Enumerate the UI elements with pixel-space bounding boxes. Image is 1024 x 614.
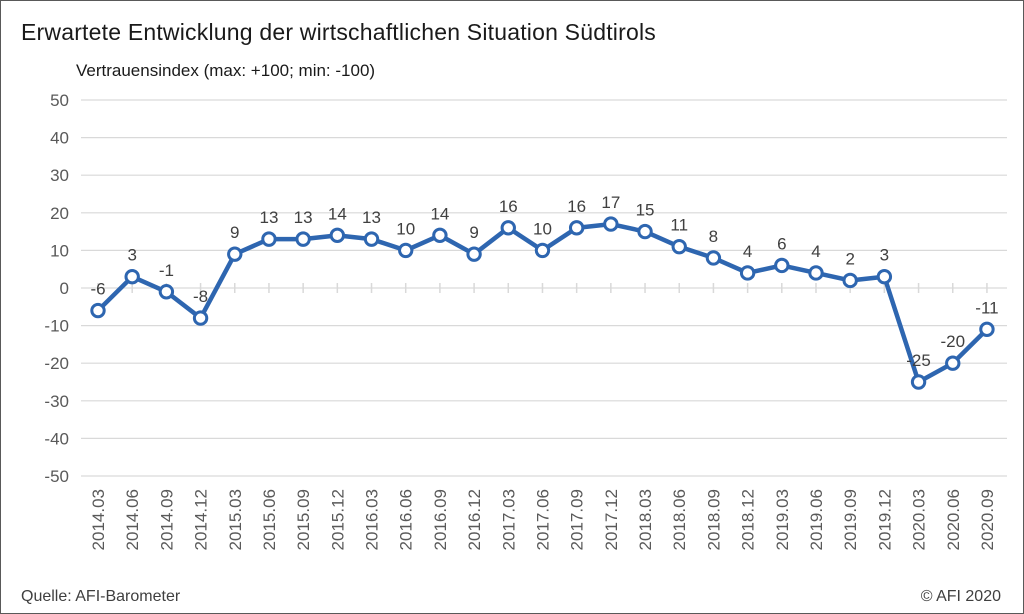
data-label: 10 bbox=[396, 219, 415, 238]
x-axis-tick-label: 2014.03 bbox=[89, 489, 108, 550]
copyright-note: © AFI 2020 bbox=[920, 588, 1001, 605]
x-axis-tick-label: 2016.09 bbox=[431, 489, 450, 550]
data-label: 11 bbox=[670, 216, 688, 235]
data-label: 3 bbox=[880, 246, 889, 265]
y-axis-tick-label: 20 bbox=[50, 204, 69, 223]
chart-title: Erwartete Entwicklung der wirtschaftlich… bbox=[21, 19, 656, 45]
data-label: 14 bbox=[328, 204, 347, 223]
data-point-marker bbox=[363, 231, 380, 247]
data-label: 8 bbox=[709, 227, 718, 246]
y-axis-tick-label: -40 bbox=[44, 429, 69, 448]
x-axis-tick-label: 2016.03 bbox=[363, 489, 382, 550]
data-label: 16 bbox=[499, 197, 518, 216]
data-point-marker bbox=[808, 265, 824, 281]
data-label: 4 bbox=[743, 242, 752, 261]
data-label: 3 bbox=[127, 246, 136, 265]
data-point-marker bbox=[192, 310, 209, 326]
x-axis-tick-label: 2017.09 bbox=[568, 489, 587, 550]
data-point-marker bbox=[979, 321, 995, 338]
data-point-marker bbox=[910, 374, 927, 390]
data-label: -11 bbox=[975, 298, 998, 317]
x-axis-tick-label: 2016.12 bbox=[465, 489, 484, 550]
x-axis-tick-label: 2015.09 bbox=[294, 489, 313, 550]
data-point-marker bbox=[739, 265, 756, 281]
y-axis-tick-label: 0 bbox=[60, 279, 69, 298]
x-axis-tick-label: 2015.06 bbox=[260, 489, 279, 550]
data-point-marker bbox=[603, 216, 619, 232]
data-point-marker bbox=[227, 246, 243, 262]
data-point-marker bbox=[568, 220, 585, 236]
x-axis-tick-label: 2017.03 bbox=[499, 489, 518, 550]
data-point-marker bbox=[466, 246, 482, 262]
data-label: 6 bbox=[777, 234, 786, 253]
y-axis-tick-label: 50 bbox=[50, 91, 69, 110]
x-axis-tick-label: 2019.09 bbox=[841, 489, 860, 550]
y-axis-tick-label: -30 bbox=[44, 392, 69, 411]
x-axis-tick-label: 2017.06 bbox=[533, 489, 552, 550]
y-axis-tick-label: -20 bbox=[44, 354, 69, 373]
x-axis-tick-label: 2016.06 bbox=[397, 489, 416, 550]
data-point-marker bbox=[876, 269, 893, 285]
x-axis-tick-label: 2014.12 bbox=[192, 489, 211, 550]
chart-subtitle: Vertrauensindex (max: +100; min: -100) bbox=[76, 61, 376, 80]
data-label: -6 bbox=[90, 280, 105, 299]
x-axis-tick-label: 2020.09 bbox=[978, 489, 997, 550]
data-label: 4 bbox=[811, 242, 820, 261]
x-axis-tick-label: 2014.06 bbox=[123, 489, 142, 550]
data-point-marker bbox=[432, 227, 448, 244]
x-axis-tick-label: 2019.03 bbox=[773, 489, 792, 550]
x-axis-tick-label: 2018.06 bbox=[670, 489, 689, 550]
data-point-marker bbox=[671, 238, 687, 255]
data-label: 17 bbox=[601, 193, 620, 212]
x-axis-tick-label: 2019.12 bbox=[875, 489, 894, 550]
data-label: 13 bbox=[259, 208, 278, 227]
data-label: 10 bbox=[533, 219, 552, 238]
data-label: 13 bbox=[294, 208, 313, 227]
data-point-marker bbox=[158, 284, 175, 300]
data-point-marker bbox=[842, 272, 858, 289]
x-axis-tick-label: 2015.12 bbox=[328, 489, 347, 550]
data-label: 15 bbox=[636, 201, 655, 220]
x-axis-tick-label: 2015.03 bbox=[226, 489, 245, 550]
y-axis-tick-label: 30 bbox=[50, 166, 69, 185]
y-axis-tick-label: -50 bbox=[44, 467, 69, 486]
data-label: -20 bbox=[940, 332, 965, 351]
y-axis-tick-label: 10 bbox=[50, 241, 69, 260]
data-point-marker bbox=[637, 223, 653, 240]
data-label: 9 bbox=[469, 223, 478, 242]
x-axis-tick-label: 2014.09 bbox=[157, 489, 176, 550]
data-label: -25 bbox=[906, 351, 931, 370]
data-point-marker bbox=[774, 257, 790, 274]
data-label: 14 bbox=[430, 204, 449, 223]
data-label: -1 bbox=[159, 261, 174, 280]
data-point-marker bbox=[329, 227, 346, 244]
x-axis-tick-label: 2018.12 bbox=[739, 489, 758, 550]
source-note: Quelle: AFI-Barometer bbox=[21, 588, 181, 605]
data-point-marker bbox=[705, 250, 722, 266]
x-axis-tick-label: 2017.12 bbox=[602, 489, 621, 550]
data-label: -8 bbox=[193, 287, 208, 306]
data-label: 9 bbox=[230, 223, 239, 242]
data-label: 2 bbox=[845, 249, 854, 268]
y-axis-tick-label: -10 bbox=[44, 317, 69, 336]
data-point-marker bbox=[945, 355, 961, 371]
data-point-marker bbox=[500, 220, 516, 236]
data-point-marker bbox=[398, 242, 414, 259]
data-label: 13 bbox=[362, 208, 381, 227]
data-point-marker bbox=[261, 231, 277, 247]
x-axis-tick-label: 2020.03 bbox=[910, 489, 929, 550]
data-label: 16 bbox=[567, 197, 586, 216]
x-axis-tick-label: 2020.06 bbox=[944, 489, 963, 550]
data-point-marker bbox=[124, 269, 140, 285]
data-point-marker bbox=[90, 302, 106, 319]
x-axis-tick-label: 2018.03 bbox=[636, 489, 655, 550]
data-point-marker bbox=[295, 231, 311, 247]
data-point-marker bbox=[534, 242, 551, 259]
y-axis-tick-label: 40 bbox=[50, 129, 69, 148]
x-axis-tick-label: 2018.09 bbox=[704, 489, 723, 550]
x-axis-tick-label: 2019.06 bbox=[807, 489, 826, 550]
